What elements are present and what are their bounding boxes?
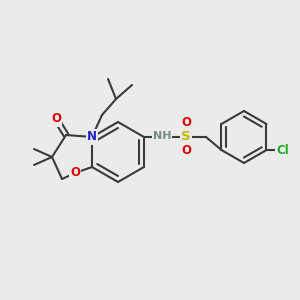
Text: O: O [70,167,80,179]
Text: Cl: Cl [276,143,289,157]
Text: S: S [181,130,191,143]
Text: N: N [87,130,97,143]
Text: O: O [51,112,61,125]
Text: NH: NH [153,131,171,141]
Text: O: O [181,116,191,130]
Text: O: O [181,145,191,158]
